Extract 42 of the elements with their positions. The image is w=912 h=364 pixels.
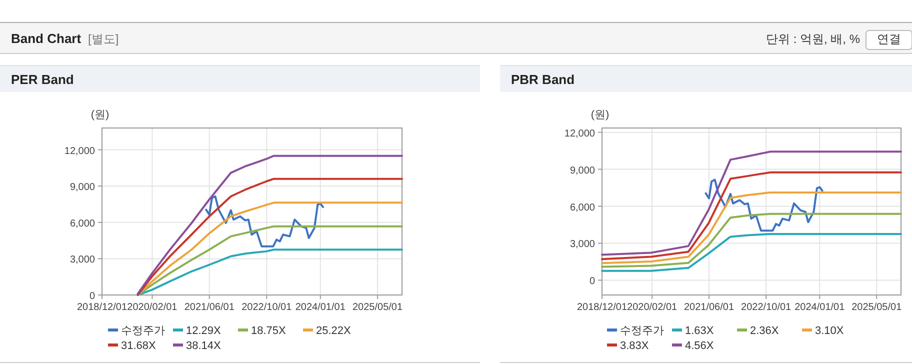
text: [별도] xyxy=(88,32,119,46)
y-tick-label: 0 xyxy=(589,276,596,288)
legend-label: 수정주가 xyxy=(121,325,165,337)
x-tick-label: 2025/05/01 xyxy=(852,302,902,313)
y-tick-label: 0 xyxy=(89,291,96,302)
x-tick-label: 2024/01/01 xyxy=(295,302,346,313)
y-tick-label: 9,000 xyxy=(570,165,596,176)
y-axis-title: (원) xyxy=(590,109,610,121)
legend-label: 4.56X xyxy=(685,340,714,352)
text: 단위 : 억원, 배, % xyxy=(766,32,860,46)
legend-label: 2.36X xyxy=(750,325,780,337)
x-tick-label: 2025/05/01 xyxy=(352,302,403,313)
y-tick-label: 12,000 xyxy=(564,128,596,140)
y-tick-label: 9,000 xyxy=(70,182,96,194)
y-tick-label: 12,000 xyxy=(64,146,96,157)
x-tick-label: 2021/06/01 xyxy=(684,302,734,313)
legend-label: 38.14X xyxy=(186,340,222,352)
y-tick-label: 3,000 xyxy=(70,254,96,266)
x-tick-label: 2020/02/01 xyxy=(127,302,178,313)
y-tick-label: 6,000 xyxy=(570,202,596,214)
text: 연결 xyxy=(877,32,901,46)
y-tick-label: 6,000 xyxy=(70,218,96,230)
chart-title: PER Band xyxy=(11,72,74,87)
legend-label: 31.68X xyxy=(121,340,157,352)
legend-label: 3.10X xyxy=(815,325,844,337)
x-tick-label: 2018/12/01 xyxy=(576,302,628,313)
legend-label: 3.83X xyxy=(620,340,650,352)
x-tick-label: 2022/10/01 xyxy=(242,302,292,313)
chart-title: PBR Band xyxy=(511,72,575,87)
text: Band Chart xyxy=(11,31,82,46)
x-tick-label: 2020/02/01 xyxy=(627,302,678,313)
x-tick-label: 2022/10/01 xyxy=(741,302,792,313)
y-axis-title: (원) xyxy=(90,109,110,121)
x-tick-label: 2018/12/01 xyxy=(76,302,128,313)
y-tick-label: 3,000 xyxy=(570,239,596,250)
legend-label: 12.29X xyxy=(186,325,222,337)
legend-label: 수정주가 xyxy=(620,325,664,337)
x-tick-label: 2024/01/01 xyxy=(794,302,846,313)
legend-label: 1.63X xyxy=(685,325,714,337)
x-tick-label: 2021/06/01 xyxy=(184,302,235,313)
legend-label: 25.22X xyxy=(316,325,352,337)
legend-label: 18.75X xyxy=(251,325,287,337)
